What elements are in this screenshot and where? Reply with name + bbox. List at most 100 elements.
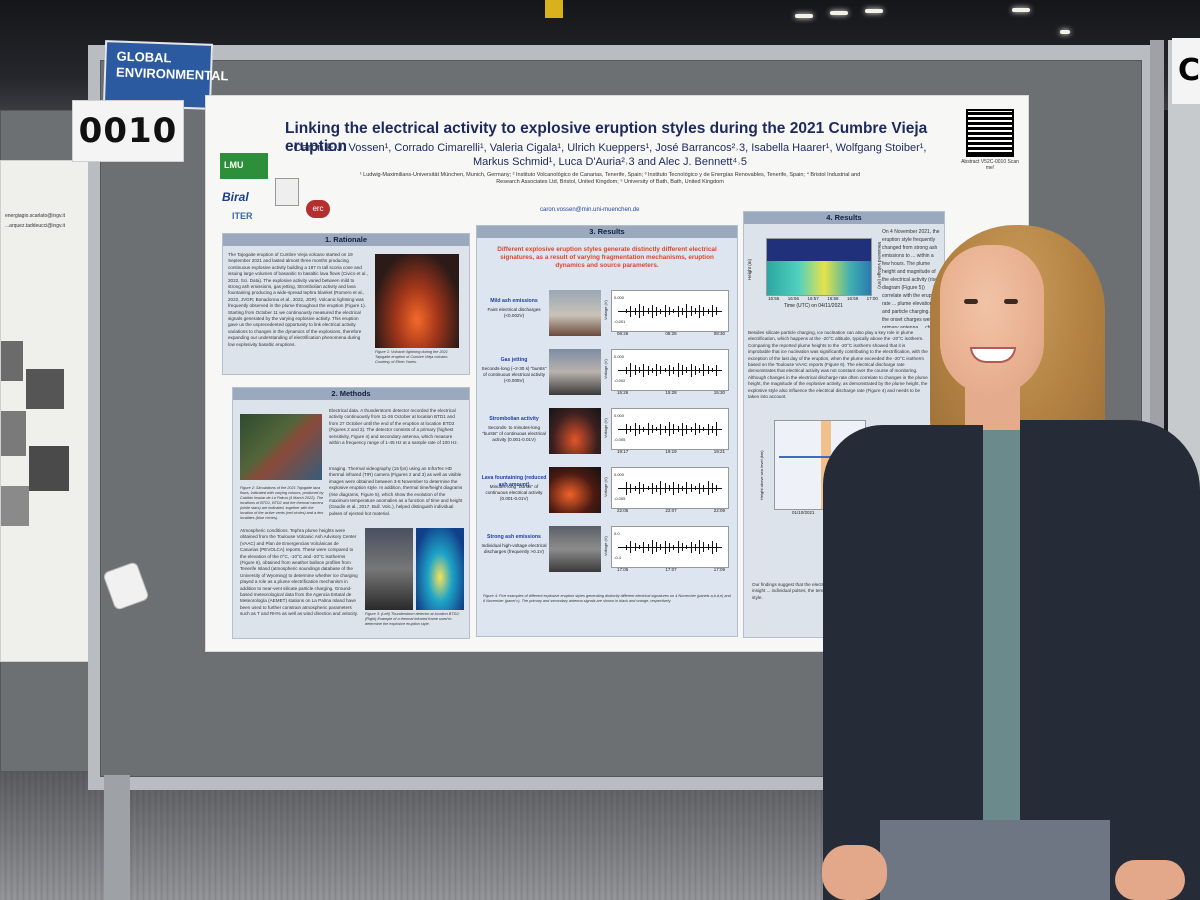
eruption-style-description: Minutes-long "bursts" of continuous elec… <box>485 484 543 501</box>
thermal-ir-frame <box>416 528 464 610</box>
poster-title: Linking the electrical activity to explo… <box>285 120 928 155</box>
tick-label: 19:21 <box>713 449 725 454</box>
y-tick-label: 0.0 <box>614 531 620 536</box>
voltage-spike <box>677 541 679 553</box>
voltage-spike <box>712 483 713 493</box>
voltage-spike <box>681 365 683 375</box>
eruption-style-label: Strombolian activity <box>489 416 539 422</box>
authors-line: Markus Schmid¹, Luca D'Auria²˒3 and Alec… <box>472 156 747 168</box>
voltage-spike <box>664 540 666 554</box>
tick-label: 17:09 <box>713 567 725 572</box>
voltage-spike <box>673 309 675 313</box>
voltage-spike <box>707 423 709 435</box>
voltage-plot: 0.0 -0.4 <box>611 526 729 568</box>
y-tick-label: -0.4 <box>614 555 621 560</box>
left-poster: energiagio.scarlato@ingv.it ...arquez.ta… <box>0 160 90 662</box>
eruption-photo <box>549 349 601 395</box>
voltage-spike <box>656 542 658 552</box>
eruption-style-label: Lava fountaining (reduced ash amount) <box>481 475 547 488</box>
voltage-spike <box>664 305 666 317</box>
voltage-trace <box>618 370 722 371</box>
voltage-spike <box>634 422 636 436</box>
y-tick-label: 0.000 <box>614 295 625 300</box>
voltage-spike <box>634 365 636 375</box>
voltage-spike <box>643 484 645 492</box>
volcano-lab-logo <box>275 178 299 206</box>
y-tick-label: -0.002 <box>614 378 626 383</box>
left-poster-email: energiagio.scarlato@ingv.it <box>5 213 66 219</box>
methods-text-electrical: Electrical data. A thunderstorm detector… <box>329 408 458 446</box>
left-poster-image <box>26 369 64 409</box>
tick-label: 15:28 <box>665 390 677 395</box>
tick-label: 16:57 <box>807 296 819 301</box>
voltage-spike <box>643 306 645 316</box>
voltage-spike <box>651 540 653 554</box>
ceiling-light <box>795 14 813 18</box>
next-board-sign: C <box>1172 38 1200 104</box>
y-tick-label: 0.000 <box>614 354 625 359</box>
left-poster-image <box>1 341 23 381</box>
time-axis-ticks: 17:05 17:07 17:09 <box>617 567 725 572</box>
authors-line: Caron E.J. Vossen¹, Corrado Cimarelli¹, … <box>293 142 927 154</box>
qr-code-icon[interactable] <box>966 109 1014 157</box>
rise-diagram-ticks: 16:55 16:56 16:57 16:58 16:59 17:00 <box>768 296 878 301</box>
yellow-marker <box>545 0 563 18</box>
time-axis-ticks: 15:26 15:28 15:30 <box>617 390 725 395</box>
voltage-trace <box>618 311 722 312</box>
voltage-spike <box>686 304 688 318</box>
ceiling-light <box>830 11 848 15</box>
y-tick-label: 0.000 <box>614 413 625 418</box>
person-jeans <box>880 820 1110 900</box>
tick-label: 15:26 <box>617 390 629 395</box>
voltage-spike <box>638 424 640 434</box>
voltage-spike <box>634 307 636 315</box>
voltage-spike <box>669 307 670 315</box>
methods-text-atmospheric: Atmospheric conditions. Tephra plume hei… <box>240 528 358 617</box>
voltage-spike <box>626 544 627 550</box>
eruption-style-label: Gas jetting <box>500 357 528 363</box>
poster-authors: Caron E.J. Vossen¹, Corrado Cimarelli¹, … <box>290 141 930 169</box>
section-methods: 2. Methods Figure 2: Simulations of the … <box>232 387 470 639</box>
eruption-style-description: Faint electrical discharges (<0.002V) <box>487 307 541 318</box>
tick-label: 22:07 <box>665 508 677 513</box>
voltage-spike <box>647 486 649 490</box>
voltage-spike <box>716 307 718 315</box>
voltage-spike <box>634 485 636 491</box>
voltage-spike <box>716 364 718 376</box>
voltage-spike <box>638 482 640 494</box>
rise-diagram <box>766 238 872 296</box>
voltage-spike <box>677 426 679 432</box>
tick-label: 22:05 <box>617 508 629 513</box>
voltage-spike <box>630 363 632 377</box>
voltage-spike <box>694 486 696 490</box>
voltage-spike <box>669 422 670 436</box>
voltage-spike <box>677 483 679 493</box>
voltage-spike <box>638 304 640 318</box>
voltage-spike <box>699 540 701 554</box>
tick-label: 16:55 <box>768 296 780 301</box>
tick-label: 16:56 <box>787 296 799 301</box>
tick-label: 17:05 <box>617 567 629 572</box>
tick-label: 16:58 <box>827 296 839 301</box>
voltage-spike <box>699 367 701 373</box>
y-tick-label: 0.000 <box>614 472 625 477</box>
poster-affiliations: ¹ Ludwig-Maximilians-Universität München… <box>359 172 861 185</box>
tick-label: 08:28 <box>665 331 677 336</box>
eruption-style-label: Strong ash emissions <box>487 534 541 540</box>
erc-logo: erc <box>306 200 330 218</box>
voltage-spike <box>690 363 692 377</box>
board-leg <box>104 775 130 900</box>
voltage-spike <box>651 482 653 494</box>
voltage-spike <box>690 306 692 316</box>
person-hand <box>1115 860 1185 900</box>
figure-caption: Figure 2: Simulations of the 2021 Tajoga… <box>240 486 324 520</box>
voltage-spike <box>716 485 718 491</box>
tick-label: 08:26 <box>617 331 629 336</box>
y-tick-label: -0.005 <box>614 496 626 501</box>
voltage-spike <box>647 423 649 435</box>
voltage-spike <box>694 308 696 314</box>
voltage-spike <box>681 422 683 436</box>
voltage-spike <box>673 544 675 550</box>
voltage-plot: 0.000 -0.001 <box>611 290 729 332</box>
voltage-spike <box>677 305 679 317</box>
